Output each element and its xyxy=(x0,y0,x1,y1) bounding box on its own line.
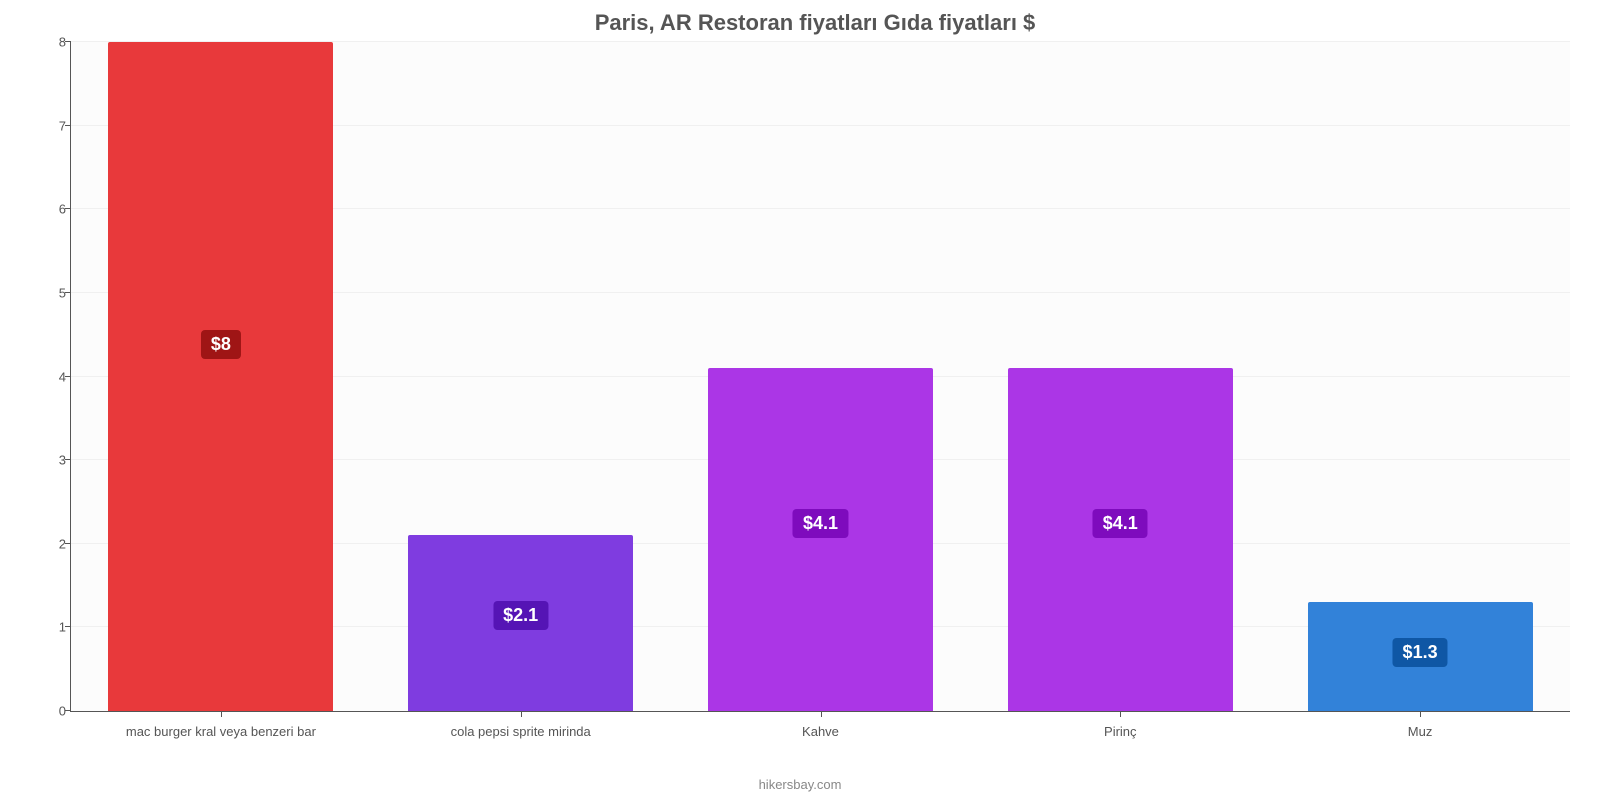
x-tick-mark xyxy=(1420,711,1421,717)
x-axis-label: cola pepsi sprite mirinda xyxy=(371,724,671,739)
bar-value-label: $2.1 xyxy=(493,601,548,630)
x-tick-mark xyxy=(221,711,222,717)
x-axis-label: mac burger kral veya benzeri bar xyxy=(71,724,371,739)
x-axis-label: Kahve xyxy=(671,724,971,739)
y-tick-label: 7 xyxy=(41,118,66,133)
y-tick-label: 5 xyxy=(41,285,66,300)
bar-slot: $2.1 xyxy=(371,42,671,711)
x-axis-label: Pirinç xyxy=(970,724,1270,739)
x-axis-label: Muz xyxy=(1270,724,1570,739)
bar-slot: $4.1 xyxy=(970,42,1270,711)
bar-slot: $4.1 xyxy=(671,42,971,711)
bar-value-label: $4.1 xyxy=(1093,509,1148,538)
bars-container: $8 $2.1 $4.1 $4.1 $1.3 xyxy=(71,42,1570,711)
x-tick-mark xyxy=(521,711,522,717)
y-tick-label: 1 xyxy=(41,620,66,635)
chart-title: Paris, AR Restoran fiyatları Gıda fiyatl… xyxy=(50,10,1580,36)
bar-value-label: $8 xyxy=(201,330,241,359)
bar-value-label: $4.1 xyxy=(793,509,848,538)
plot-area: $8$2.1$4.1$4.1$1.3 mac burger kral veya … xyxy=(70,42,1570,712)
x-tick-mark xyxy=(821,711,822,717)
y-tick-label: 8 xyxy=(41,35,66,50)
y-tick-label: 6 xyxy=(41,202,66,217)
y-tick-label: 3 xyxy=(41,453,66,468)
bar-slot: $8 xyxy=(71,42,371,711)
bar: $4.1 xyxy=(708,368,933,711)
plot-outer: $8$2.1$4.1$4.1$1.3 mac burger kral veya … xyxy=(70,42,1570,712)
bar: $1.3 xyxy=(1308,602,1533,711)
y-tick-label: 4 xyxy=(41,369,66,384)
x-labels: mac burger kral veya benzeri barcola pep… xyxy=(71,724,1570,739)
y-tick-label: 0 xyxy=(41,704,66,719)
bar-value-label: $1.3 xyxy=(1393,638,1448,667)
bar-slot: $1.3 xyxy=(1270,42,1570,711)
bar: $2.1 xyxy=(408,535,633,711)
attribution: hikersbay.com xyxy=(0,777,1600,792)
bar: $8 xyxy=(108,42,333,711)
y-tick-label: 2 xyxy=(41,536,66,551)
x-tick-mark xyxy=(1120,711,1121,717)
bar: $4.1 xyxy=(1008,368,1233,711)
bar-chart: Paris, AR Restoran fiyatları Gıda fiyatl… xyxy=(0,0,1600,800)
